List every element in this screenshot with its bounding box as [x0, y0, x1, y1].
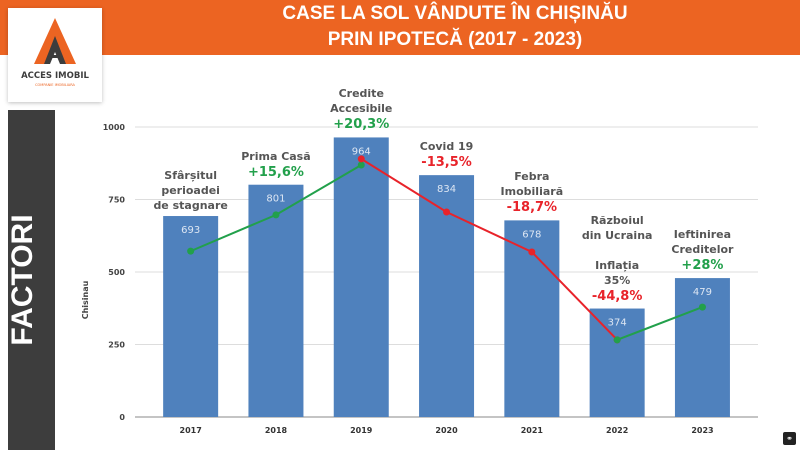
annotation-2017: Sfârșitul perioadei de stagnare: [153, 168, 227, 213]
company-logo: ACCES IMOBIL COMPANIE IMOBILIARA: [8, 8, 102, 102]
trend-point: [698, 303, 706, 311]
x-tick-label: 2017: [180, 426, 202, 435]
annotation-label: Prima Casă: [241, 149, 311, 163]
sidebar-panel: [8, 110, 55, 450]
annotation-change: +28%: [681, 258, 724, 274]
annotation-2019: Credite Accesibile +20,3%: [330, 86, 392, 134]
annotation-change: +15,6%: [247, 164, 304, 180]
bar-value-label: 834: [437, 184, 456, 195]
annotation-2023: Ieftinirea Creditelor +28%: [671, 227, 733, 275]
annotation-2021: Febra Imobiliară -18,7%: [501, 169, 564, 217]
header-banner: [0, 0, 800, 55]
bar-value-label: 678: [522, 229, 541, 240]
x-tick-label: 2021: [521, 426, 544, 435]
x-tick-label: 2023: [691, 426, 713, 435]
bar-value-label: 374: [608, 318, 627, 329]
logo-a-icon: [34, 18, 76, 64]
bar-value-label: 964: [352, 146, 371, 157]
annotation-2018: Prima Casă +15,6%: [241, 149, 310, 182]
chart-title-line-1: CASE LA SOL VÂNDUTE ÎN CHIȘINĂU: [282, 3, 628, 24]
trend-point: [187, 247, 195, 255]
annotation-change: -18,7%: [506, 200, 558, 216]
bar-value-label: 479: [693, 287, 712, 298]
x-tick-label: 2019: [350, 426, 373, 435]
bar-2022: [589, 308, 645, 417]
trend-point: [357, 161, 365, 169]
y-tick-label: 250: [108, 341, 125, 350]
y-tick-label: 750: [108, 196, 125, 205]
logo-subtitle: COMPANIE IMOBILIARA: [35, 83, 75, 87]
chart-title-line-2: PRIN IPOTECĂ (2017 - 2023): [327, 29, 583, 50]
x-tick-label: 2018: [265, 426, 288, 435]
bar-2018: [248, 184, 304, 417]
trend-point: [613, 336, 621, 344]
annotation-label: Febra Imobiliară: [500, 170, 564, 199]
y-tick-label: 500: [108, 268, 125, 277]
annotation-change: -44,8%: [591, 288, 643, 304]
green-trend-line: [616, 306, 703, 341]
annotation-change: +20,3%: [333, 117, 390, 133]
x-tick-label: 2022: [606, 426, 628, 435]
link-icon[interactable]: ⚭: [783, 432, 796, 445]
x-tick-label: 2020: [435, 426, 458, 435]
annotation-label: Ieftinirea Creditelor: [671, 228, 734, 257]
bar-2019: [333, 137, 389, 417]
annotation-label: Covid 19: [419, 140, 474, 154]
bar-value-label: 801: [266, 194, 285, 205]
annotation-change: -13,5%: [421, 155, 472, 171]
bar-2023: [674, 278, 730, 417]
bar-value-label: 693: [181, 225, 200, 236]
bar-2017: [163, 216, 219, 417]
trend-point: [528, 248, 536, 256]
y-axis-label: Chisinau: [81, 280, 90, 319]
annotation-label: Războiul din Ucraina Inflația 35%: [581, 213, 653, 287]
annotation-2020: Covid 19 -13,5%: [420, 139, 474, 172]
y-tick-label: 0: [119, 413, 125, 422]
y-tick-label: 1000: [103, 123, 126, 132]
trend-point: [357, 155, 365, 163]
logo-name: ACCES IMOBIL: [21, 71, 89, 81]
trend-point: [443, 208, 451, 216]
red-trend-line: [360, 158, 618, 341]
annotation-label: Credite Accesibile: [330, 87, 393, 116]
annotation-2022: Războiul din Ucraina Inflația 35% -44,8%: [582, 213, 653, 306]
trend-point: [272, 211, 280, 219]
annotation-label: Sfârșitul perioadei de stagnare: [153, 169, 228, 213]
